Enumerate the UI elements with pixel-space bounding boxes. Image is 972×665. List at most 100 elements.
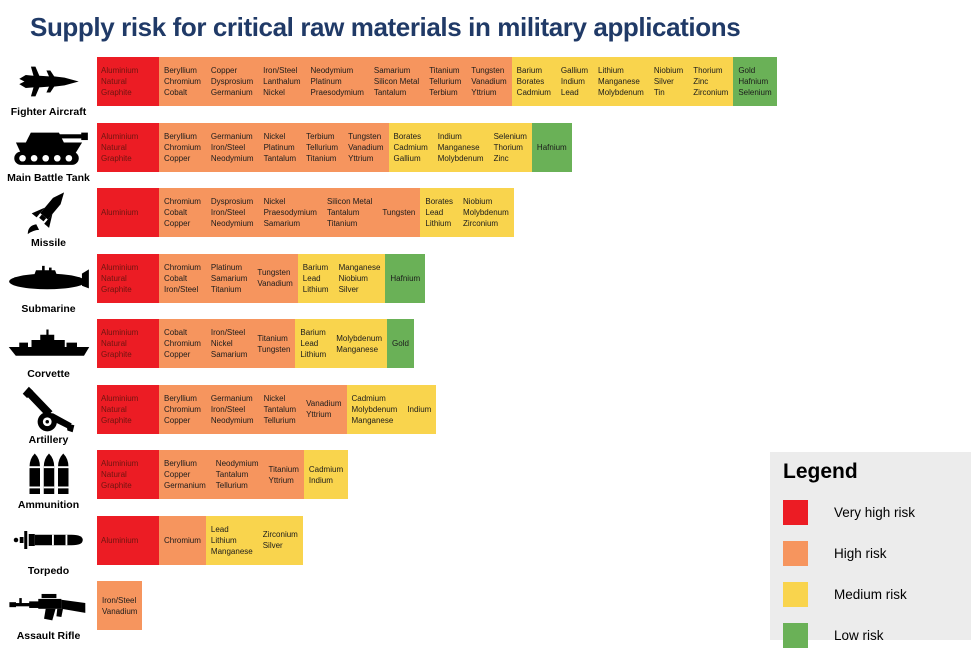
material-column: Lead Lithium Manganese	[206, 524, 258, 557]
material-column: Chromium Cobalt Copper	[159, 196, 206, 229]
legend: Legend Very high risk High risk Medium ris…	[770, 452, 971, 648]
material-column: Beryllium Chromium Copper	[159, 131, 206, 164]
material: Niobium	[338, 273, 368, 283]
application-label: Missile	[30, 237, 67, 249]
material-column: Cobalt Chromium Copper	[159, 327, 206, 360]
material-column: Iron/Steel Vanadium	[97, 595, 142, 617]
material: Zinc	[493, 153, 509, 163]
material: Chromium	[164, 535, 201, 545]
page-title: Supply risk for critical raw materials i…	[30, 12, 741, 42]
risk-section-medium: Cadmium Molybdenum Manganese Indium	[346, 384, 437, 434]
material: Chromium	[164, 404, 201, 414]
material: Samarium	[210, 350, 248, 359]
ammunition-icon	[26, 450, 72, 499]
material-column: Borates Lead Lithium	[420, 196, 458, 229]
material: Manganese	[437, 142, 480, 152]
material: Barium	[302, 262, 329, 272]
material: Nickel	[263, 131, 286, 141]
application-row: Corvette Aluminium Natural Graphite Cobalt C…	[0, 319, 972, 380]
material-column: Barium Lead Lithium	[295, 327, 331, 360]
material: Terbium	[429, 88, 458, 97]
material-column: Cadmium Indium	[304, 464, 348, 486]
material: Lithium	[425, 219, 452, 228]
application-icon-col: Torpedo	[0, 516, 97, 577]
legend-item-medium: Medium risk	[783, 582, 971, 607]
material-column: Barium Lead Lithium	[298, 262, 334, 295]
material-column: Neodymium Tantalum Tellurium	[211, 458, 264, 491]
material: Thorium	[693, 66, 723, 75]
material: Lead	[425, 208, 444, 217]
risk-section-high: Chromium Cobalt Iron/Steel Platinum Samarium…	[159, 253, 298, 303]
material-column: Nickel Praesodymium Samarium	[259, 196, 322, 229]
risk-section-very_high: Aluminium Natural Graphite	[97, 384, 159, 434]
risk-cells: Aluminium Natural Graphite Beryllium Chromi…	[97, 57, 777, 106]
chart-rows: Fighter Aircraft Aluminium Natural Graphit…	[0, 57, 972, 647]
material-column: Germanium Iron/Steel Neodymium	[206, 393, 259, 426]
risk-cells: Iron/Steel Vanadium	[97, 581, 143, 630]
material: Gold	[392, 339, 409, 348]
risk-section-high: Chromium	[159, 515, 206, 565]
material-column: Vanadium Yttrium	[301, 398, 346, 420]
material: Aluminium	[101, 131, 139, 141]
material: Dysprosium	[210, 77, 254, 86]
material-column: Barium Borates Cadmium	[512, 65, 556, 98]
application-icon-col: Main Battle Tank	[0, 123, 97, 184]
legend-label: High risk	[834, 546, 887, 561]
material: Neodymium	[215, 459, 259, 468]
very_high-swatch	[783, 500, 808, 525]
risk-section-high: Beryllium Chromium Copper Germanium Iron/Ste…	[159, 384, 347, 434]
risk-section-high: Beryllium Chromium Cobalt Copper Dysprosium G…	[159, 57, 512, 106]
risk-section-very_high: Aluminium Natural Graphite	[97, 450, 159, 499]
material: Hafnium	[536, 142, 567, 152]
material: Vanadium	[257, 279, 293, 288]
material-column: Beryllium Copper Germanium	[159, 458, 211, 491]
application-row: Main Battle Tank Aluminium Natural Graphit…	[0, 122, 972, 184]
risk-cells: Aluminium Natural Graphite Cobalt Chromium C…	[97, 319, 414, 368]
risk-section-high: Beryllium Chromium Copper Germanium Iron/Ste…	[159, 122, 389, 172]
risk-section-very_high: Aluminium Natural Graphite	[97, 57, 159, 106]
application-row: Fighter Aircraft Aluminium Natural Graphit…	[0, 57, 972, 118]
material: Molybdenum	[336, 333, 383, 343]
material: Nickel	[263, 393, 286, 403]
material: Germanium	[210, 393, 253, 403]
material: Cadmium	[351, 393, 386, 403]
material: Silver	[653, 77, 674, 86]
risk-cells: Aluminium Chromium Lead Lithium Manganese Zir…	[97, 515, 303, 565]
material: Silicon Metal	[373, 77, 420, 86]
material-column: Borates Cadmium Gallium	[389, 131, 433, 164]
material-column: Indium	[402, 404, 436, 415]
material: Beryllium	[164, 459, 197, 468]
material-column: Manganese Niobium Silver	[334, 262, 386, 295]
material-column: Tungsten Vanadium	[252, 267, 297, 289]
application-label: Corvette	[27, 368, 70, 380]
material: Aluminium	[101, 262, 139, 272]
material: Lithium	[598, 66, 624, 75]
material: Aluminium	[101, 208, 139, 217]
material: Samarium	[263, 219, 301, 228]
material: Yttrium	[348, 153, 374, 163]
legend-label: Medium risk	[834, 587, 907, 602]
material: Chromium	[164, 77, 201, 86]
material-column: Chromium	[159, 535, 206, 546]
material: Natural Graphite	[101, 339, 132, 359]
material-column: Iron/Steel Nickel Samarium	[206, 327, 252, 360]
legend-title: Legend	[783, 460, 858, 483]
material-column: Aluminium Natural Graphite	[97, 458, 159, 491]
material-column: Molybdenum Manganese	[331, 333, 387, 355]
material: Iron/Steel	[210, 328, 246, 337]
material: Copper	[164, 219, 191, 228]
material-column: Zirconium Silver	[258, 529, 303, 551]
material: Nickel	[263, 197, 286, 206]
material: Cobalt	[164, 273, 188, 283]
material: Molybdenum	[351, 404, 398, 414]
risk-cells: Aluminium Natural Graphite Beryllium Chromi…	[97, 122, 572, 172]
material: Tellurium	[306, 142, 339, 152]
material: Hafnium	[738, 77, 769, 86]
torpedo-icon	[13, 516, 85, 565]
material: Natural Graphite	[101, 470, 132, 490]
material: Cobalt	[164, 328, 188, 337]
material: Vanadium	[471, 77, 507, 86]
material: Molybdenum	[462, 208, 509, 217]
material: Vanadium	[348, 142, 384, 152]
